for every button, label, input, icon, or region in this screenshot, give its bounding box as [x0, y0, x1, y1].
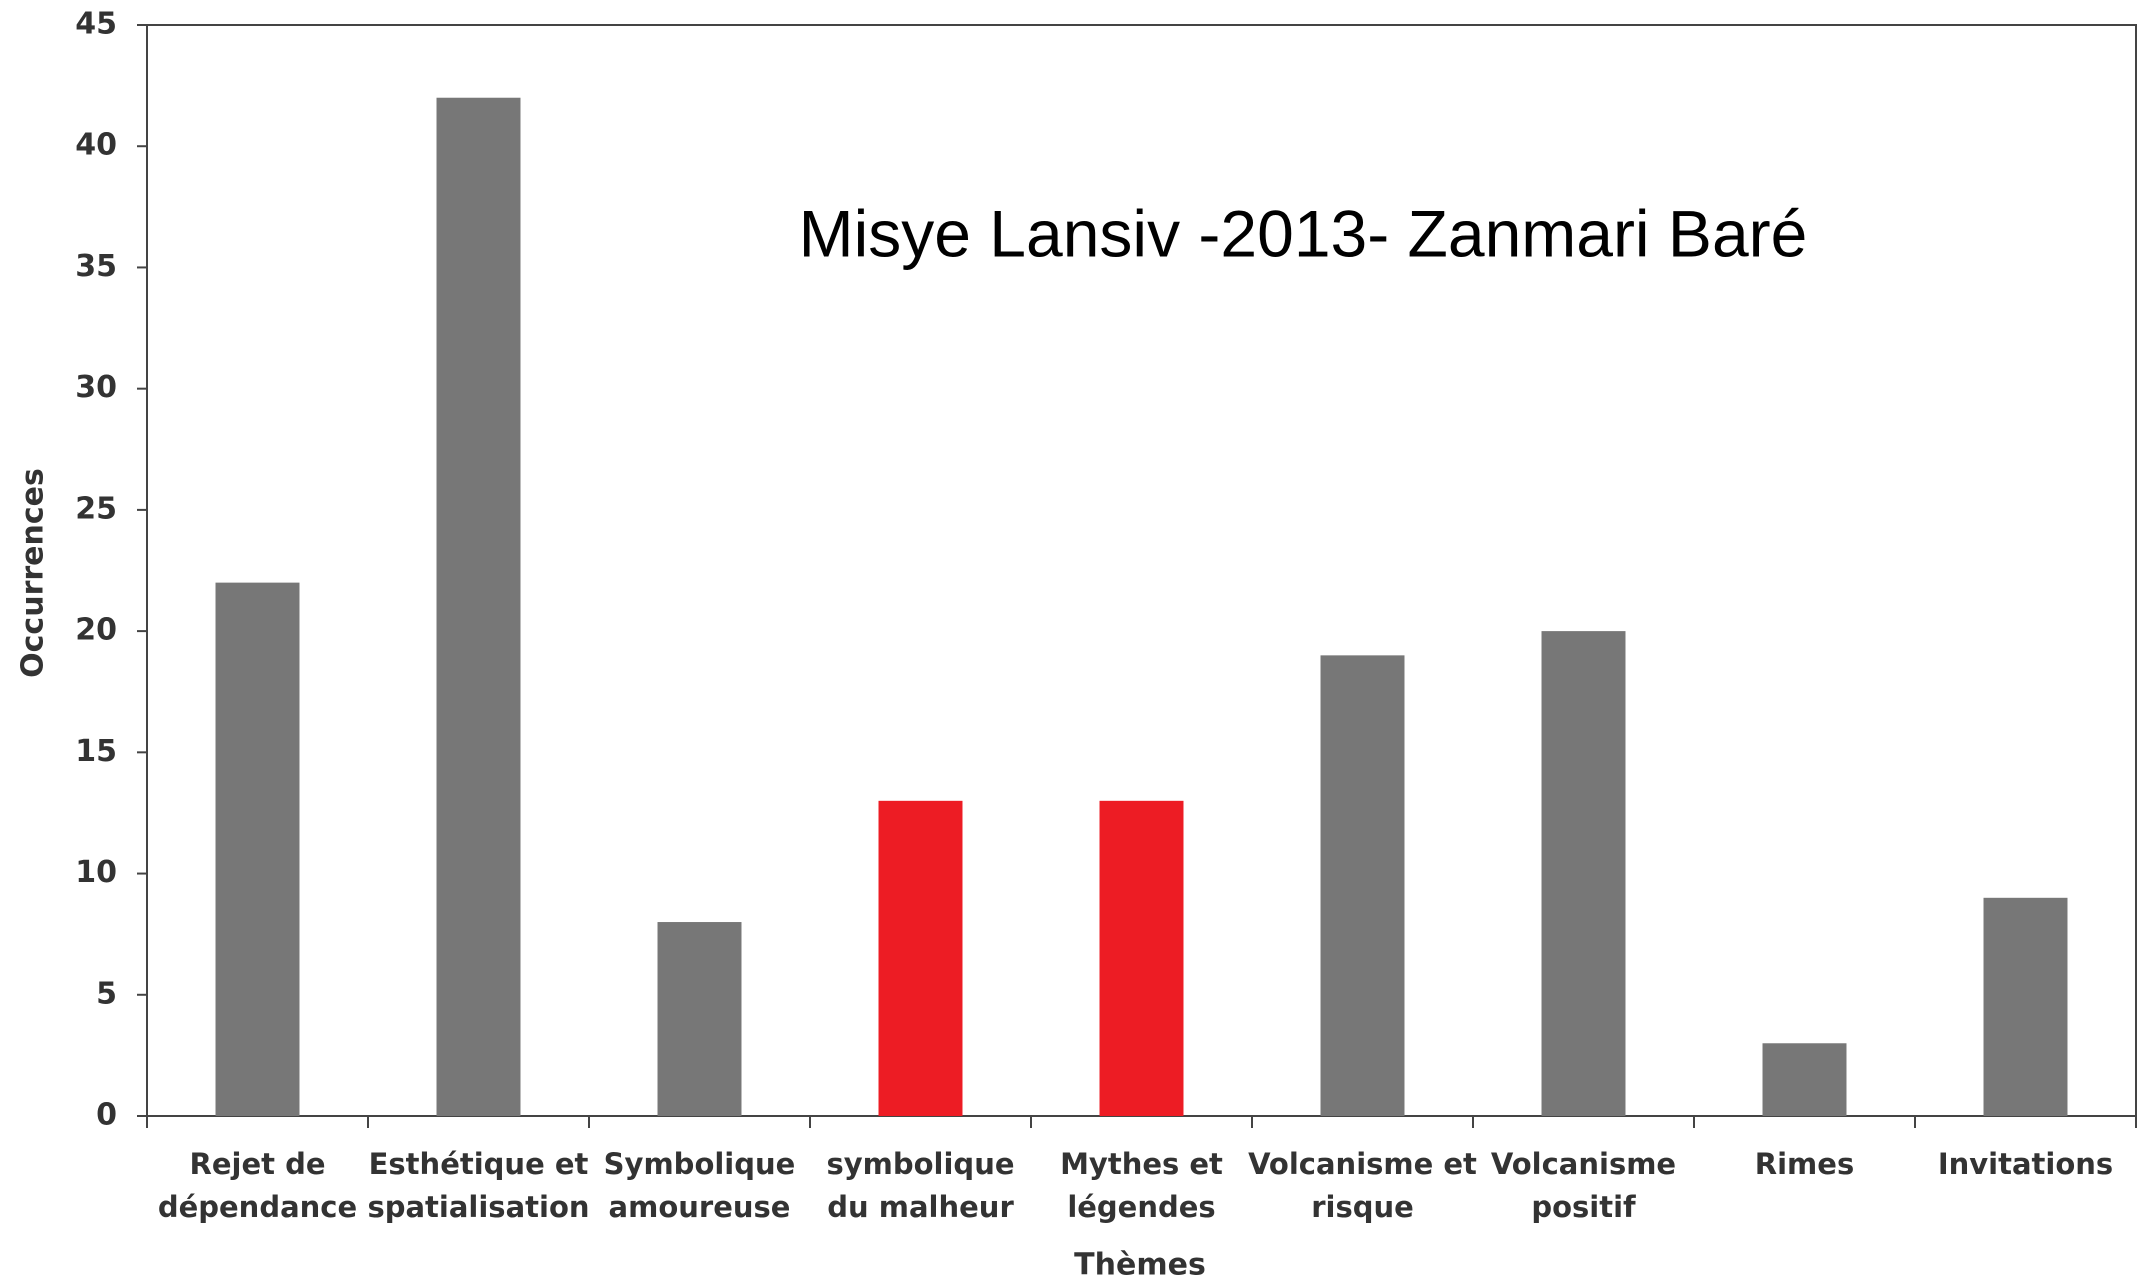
- bar: [1983, 897, 2068, 1116]
- annotation: Misye Lansiv -2013- Zanmari Baré: [799, 196, 1808, 270]
- x-axis-label: Thèmes: [1074, 1248, 1206, 1283]
- y-tick-label: 0: [96, 1098, 117, 1133]
- x-tick-label: dépendance: [158, 1190, 357, 1224]
- x-tick-label: Rejet de: [190, 1147, 326, 1181]
- y-axis-label: Occurrences: [16, 468, 51, 678]
- y-tick-label: 25: [75, 491, 117, 526]
- x-tick-label: risque: [1311, 1190, 1414, 1224]
- bar: [215, 582, 300, 1116]
- y-tick-label: 10: [75, 855, 117, 890]
- bar: [878, 800, 963, 1116]
- y-tick-label: 35: [75, 249, 117, 284]
- x-tick-label: amoureuse: [609, 1190, 791, 1224]
- x-tick-label: symbolique: [826, 1147, 1014, 1181]
- y-tick-label: 20: [75, 613, 117, 648]
- bar: [1762, 1043, 1847, 1116]
- x-tick-label: positif: [1531, 1190, 1636, 1224]
- bar: [1541, 631, 1626, 1116]
- x-tick-label: légendes: [1067, 1190, 1215, 1224]
- x-tick-label: du malheur: [827, 1190, 1014, 1224]
- y-tick-label: 5: [96, 976, 117, 1011]
- x-tick-label: Invitations: [1938, 1147, 2113, 1181]
- bar: [1320, 655, 1405, 1116]
- y-tick-label: 40: [75, 128, 117, 163]
- bar: [1099, 800, 1184, 1116]
- x-tick-label: spatialisation: [367, 1190, 589, 1224]
- bar: [657, 922, 742, 1116]
- x-tick-label: Volcanisme et: [1248, 1147, 1477, 1181]
- y-tick-label: 30: [75, 370, 117, 405]
- y-tick-label: 45: [75, 7, 117, 42]
- y-tick-label: 15: [75, 734, 117, 769]
- x-tick-label: Volcanisme: [1491, 1147, 1676, 1181]
- x-tick-label: Rimes: [1755, 1147, 1854, 1181]
- x-tick-label: Symbolique: [604, 1147, 796, 1181]
- x-tick-label: Mythes et: [1060, 1147, 1223, 1181]
- bar: [436, 97, 521, 1116]
- x-tick-label: Esthétique et: [369, 1147, 589, 1181]
